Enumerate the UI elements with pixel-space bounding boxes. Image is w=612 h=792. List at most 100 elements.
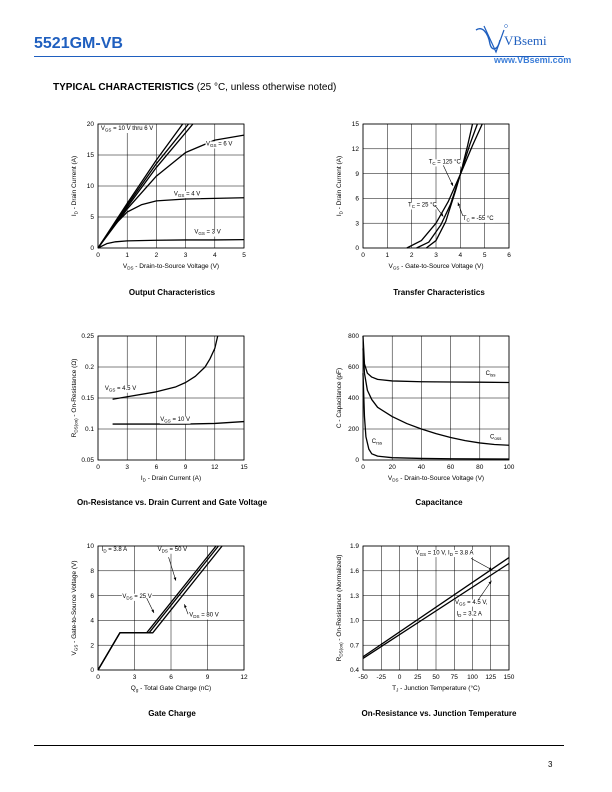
curve-annotation: VGS​ = 4.5 V (105, 386, 136, 393)
arrowhead (151, 609, 154, 613)
y-tick-label: 20 (87, 121, 95, 128)
y-tick-label: 8 (90, 568, 94, 575)
vbsemi-logo-icon (475, 24, 508, 54)
chart-svg: 0 3 6 9 12 15 0.05 0.1 0.15 0.2 0.25 ID​ - Drain Cu… (71, 333, 248, 483)
curve-annotation: VGS​ = 10 V, ID​ = 3.8 A (416, 550, 474, 557)
x-tick-label: 4 (213, 252, 217, 259)
x-tick-label: 1 (125, 252, 129, 259)
series-line (362, 373, 510, 460)
arrowhead (173, 577, 177, 581)
x-tick-label: 100 (504, 464, 515, 471)
x-tick-label: 80 (476, 464, 484, 471)
x-tick-label: 6 (155, 464, 159, 471)
x-tick-label: 0 (398, 674, 402, 681)
annotation-backing (455, 611, 483, 619)
x-axis-label: ID​ - Drain Current (A) (141, 475, 201, 483)
chart-output-characteristics: 0 1 2 3 4 5 0 5 10 15 20 VDS​ - Drain-to-Source Vol… (60, 118, 300, 284)
curve-annotation: VGS​ = 6 V (206, 142, 232, 149)
annotation-backing (188, 612, 220, 620)
chart-svg: -50 -25 0 25 50 75 100 125 150 0.4 0.7 1.0 1.3 1.6 1.9… (336, 543, 515, 692)
curve-annotation: VGS​ = 3 V (194, 230, 220, 237)
chart-title-gate-charge: Gate Charge (148, 709, 196, 718)
x-tick-label: 15 (240, 464, 248, 471)
y-axis-label: VGS​ - Gate-to-Source Voltage (V) (71, 560, 79, 655)
x-tick-label: 60 (447, 464, 455, 471)
y-axis-label: C - Capacitance (pF) (336, 368, 343, 428)
annotation-backing (104, 385, 137, 393)
annotation-backing (462, 215, 495, 223)
section-title-rest: (25 °C, unless otherwise noted) (193, 82, 337, 93)
annotation-arrow (470, 558, 493, 571)
x-tick-label: 40 (418, 464, 426, 471)
y-tick-label: 200 (348, 426, 359, 433)
curve-annotation: ID​ = 3.8 A (102, 547, 127, 554)
chart-on-resistance-vs-temperature: -50 -25 0 25 50 75 100 125 150 0.4 0.7 1.0 1.3 1.6 1.9… (325, 540, 565, 706)
x-tick-label: 9 (206, 674, 210, 681)
x-tick-label: 125 (485, 674, 496, 681)
x-axis-label: VDS​ - Drain-to-Source Voltage (V) (388, 475, 484, 483)
plot-frame (362, 335, 510, 461)
chart-title-output: Output Characteristics (128, 288, 216, 297)
x-tick-label: 0 (96, 464, 100, 471)
x-tick-label: 25 (414, 674, 422, 681)
x-tick-label: 2 (410, 252, 414, 259)
y-tick-label: 800 (348, 333, 359, 340)
section-title-bold: TYPICAL CHARACTERISTICS (53, 82, 194, 93)
series-line (362, 557, 510, 658)
x-tick-label: 3 (434, 252, 438, 259)
y-tick-label: 0.05 (81, 457, 94, 464)
brand-name: VBsemi (504, 33, 547, 48)
arrowhead (457, 202, 461, 207)
y-tick-label: 2 (90, 642, 94, 649)
brand-url[interactable]: www.VBsemi.com (494, 55, 572, 65)
curve-annotation: VDS​ = 80 V (189, 613, 218, 620)
annotation-backing (159, 416, 191, 424)
y-tick-label: 0.7 (350, 642, 359, 649)
y-tick-label: 15 (87, 152, 95, 159)
plot-frame (97, 123, 245, 249)
y-tick-label: 4 (90, 618, 94, 625)
chart-title-on-resistance-temperature: On-Resistance vs. Junction Temperature (361, 709, 517, 718)
part-number: 5521GM-VB (34, 35, 123, 52)
x-tick-label: 5 (242, 252, 246, 259)
arrowhead (440, 213, 444, 217)
x-tick-label: 0 (361, 252, 365, 259)
arrowhead (488, 567, 493, 570)
curve-annotation: VDS​ = 25 V (122, 594, 151, 601)
curve-annotation: Ciss​ (486, 371, 497, 378)
y-tick-label: 0.2 (85, 364, 94, 371)
x-tick-label: 1 (386, 252, 390, 259)
y-tick-label: 0.4 (350, 667, 359, 674)
y-tick-label: 1.6 (350, 568, 359, 575)
y-tick-label: 0.25 (81, 333, 94, 340)
x-tick-label: 9 (184, 464, 188, 471)
chart-svg: 0 20 40 60 80 100 0 200 400 600 800 VDS​ - Drain-to… (336, 333, 515, 483)
annotation-arrow (478, 580, 492, 600)
plot-frame (362, 545, 510, 671)
x-tick-label: 0 (96, 252, 100, 259)
y-tick-label: 15 (352, 121, 360, 128)
annotation-backing (121, 593, 153, 601)
series-line (97, 197, 245, 249)
y-tick-label: 5 (90, 214, 94, 221)
plot-frame (362, 123, 510, 249)
x-tick-label: 75 (451, 674, 459, 681)
x-tick-label: 12 (240, 674, 248, 681)
curve-annotation: TC​ = 25 °C (408, 203, 438, 210)
curve-annotation: VGS​ = 4.5 V, (455, 600, 488, 607)
x-tick-label: 100 (467, 674, 478, 681)
curve-annotation: VDS​ = 50 V (158, 547, 187, 554)
annotation-backing (454, 599, 489, 607)
y-tick-label: 1.3 (350, 593, 359, 600)
y-tick-label: 1.9 (350, 543, 359, 550)
curve-annotation: Crss​ (372, 439, 383, 446)
annotation-arrow (443, 165, 454, 187)
annotation-backing (101, 546, 128, 554)
chart-capacitance: 0 20 40 60 80 100 0 200 400 600 800 VDS​ - Drain-to… (325, 330, 565, 496)
series-line (425, 123, 474, 249)
annotation-backing (428, 159, 463, 167)
y-axis-label: RDS(on)​ - On-Resistance (Ω) (71, 359, 79, 438)
annotation-backing (489, 434, 503, 442)
